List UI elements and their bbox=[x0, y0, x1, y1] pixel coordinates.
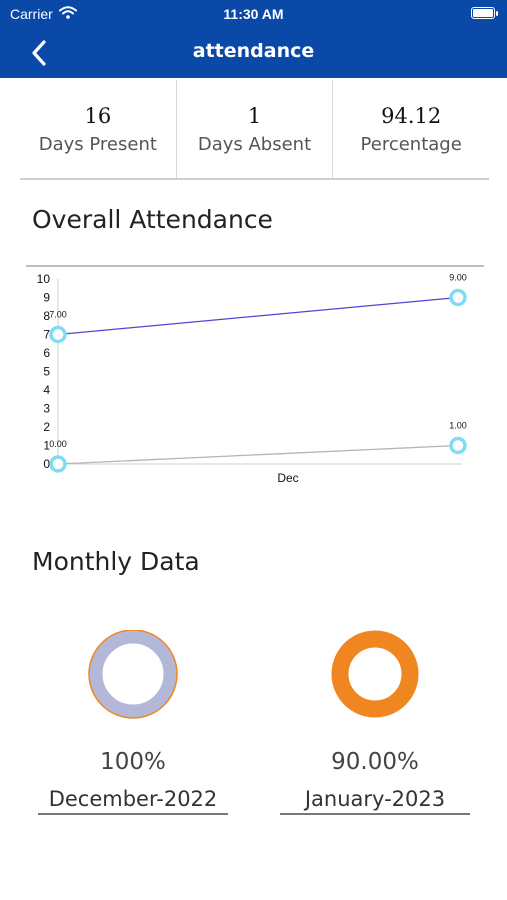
status-time: 11:30 AM bbox=[223, 6, 284, 22]
data-label: 7.00 bbox=[49, 310, 67, 320]
donut-chart-december bbox=[88, 629, 178, 719]
y-tick-label: 7 bbox=[43, 328, 50, 342]
month-percentage: 100% bbox=[100, 749, 166, 775]
percentage-card: 94.12 Percentage bbox=[332, 80, 489, 178]
overall-attendance-chart: 0 1 2 3 4 5 6 7 8 9 10 Dec 7.00 9.00 0.00 1.00 bbox=[26, 265, 484, 495]
battery-icon bbox=[471, 7, 498, 19]
donut-outline bbox=[88, 629, 178, 719]
month-name: January-2023 bbox=[280, 787, 470, 815]
y-tick-label: 6 bbox=[43, 346, 50, 360]
data-label: 9.00 bbox=[449, 273, 467, 283]
chevron-left-icon bbox=[32, 40, 46, 66]
y-tick-label: 10 bbox=[37, 272, 51, 286]
x-axis-label: Dec bbox=[277, 471, 298, 485]
month-name: December-2022 bbox=[38, 787, 228, 815]
donut-chart-january bbox=[331, 630, 419, 718]
data-label: 1.00 bbox=[449, 421, 467, 431]
data-point bbox=[49, 455, 67, 473]
app-header: Carrier 11:30 AM attendance bbox=[0, 0, 507, 78]
y-tick-label: 0 bbox=[43, 457, 50, 471]
back-button[interactable] bbox=[22, 36, 56, 70]
donut-ring bbox=[331, 630, 419, 718]
y-tick-label: 4 bbox=[43, 383, 50, 397]
y-tick-label: 3 bbox=[43, 402, 50, 416]
overall-attendance-title: Overall Attendance bbox=[32, 205, 273, 234]
series-line bbox=[57, 444, 459, 465]
carrier-label: Carrier bbox=[10, 6, 53, 22]
month-percentage: 90.00% bbox=[331, 749, 419, 775]
status-bar: Carrier 11:30 AM bbox=[0, 0, 507, 28]
month-item-december[interactable]: 100% December-2022 bbox=[38, 629, 228, 815]
y-tick-label: 5 bbox=[43, 365, 50, 379]
days-absent-value: 1 bbox=[247, 104, 262, 128]
days-absent-card: 1 Days Absent bbox=[175, 80, 333, 178]
donut-ring bbox=[89, 630, 177, 718]
series-line bbox=[57, 296, 459, 336]
percentage-value: 94.12 bbox=[381, 104, 442, 128]
days-absent-label: Days Absent bbox=[197, 134, 312, 155]
y-tick-label: 2 bbox=[43, 420, 50, 434]
y-tick-label: 8 bbox=[43, 309, 50, 323]
attendance-summary: 16 Days Present 1 Days Absent 94.12 Perc… bbox=[20, 80, 489, 180]
monthly-data-title: Monthly Data bbox=[32, 547, 200, 576]
wifi-icon bbox=[58, 6, 77, 22]
month-item-january[interactable]: 90.00% January-2023 bbox=[280, 630, 470, 815]
line-chart: 0 1 2 3 4 5 6 7 8 9 10 Dec 7.00 9.00 0.00 1.00 bbox=[26, 265, 484, 485]
days-present-label: Days Present bbox=[38, 134, 157, 155]
data-point bbox=[49, 325, 67, 344]
percentage-label: Percentage bbox=[360, 134, 462, 155]
page-title: attendance bbox=[192, 40, 315, 62]
y-tick-label: 1 bbox=[43, 439, 50, 453]
y-tick-label: 9 bbox=[43, 291, 50, 305]
days-present-value: 16 bbox=[84, 104, 112, 128]
data-point bbox=[449, 288, 467, 307]
data-point bbox=[449, 436, 467, 455]
nav-bar: attendance bbox=[0, 28, 507, 78]
data-label: 0.00 bbox=[49, 439, 67, 449]
days-present-card: 16 Days Present bbox=[20, 80, 176, 178]
carrier-info: Carrier bbox=[10, 6, 77, 22]
